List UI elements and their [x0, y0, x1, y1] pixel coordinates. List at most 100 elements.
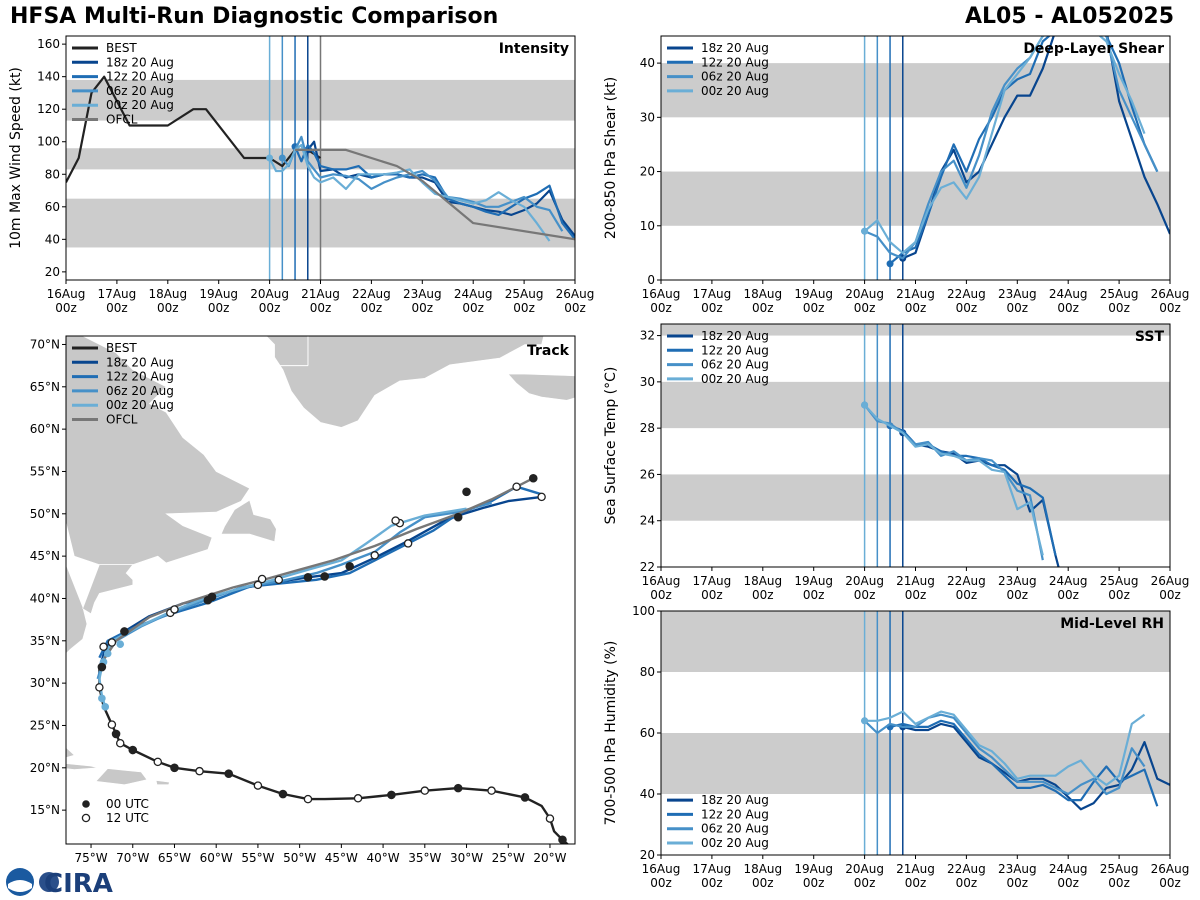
- rh-y-tick-label: 20: [640, 848, 655, 862]
- sst-panel-title: SST: [1135, 329, 1165, 345]
- track-forecast-point: [103, 649, 112, 658]
- track-00utc-marker: [462, 487, 471, 497]
- intensity-x-tick-sublabel: 00z: [310, 301, 332, 315]
- intensity-legend-label: 12z 20 Aug: [106, 70, 174, 84]
- track-00utc-marker: [128, 745, 138, 755]
- rh-series-line: [889, 719, 1159, 807]
- sst-x-tick-sublabel: 00z: [854, 588, 876, 602]
- intensity-x-tick-label: 24Aug: [454, 287, 493, 301]
- rh-x-tick-sublabel: 00z: [1007, 876, 1029, 890]
- intensity-x-tick-label: 22Aug: [352, 287, 391, 301]
- track-x-tick-label: 35°W: [408, 851, 441, 865]
- track-00utc-marker: [303, 573, 313, 582]
- noaa-cira-logo: CIRA: [6, 868, 113, 898]
- track-panel-title: Track: [527, 343, 570, 359]
- sst-panel: 22242628303216Aug00z17Aug00z18Aug00z19Au…: [603, 323, 1189, 602]
- rh-plot-area: [661, 611, 1170, 855]
- track-x-tick-label: 25°W: [492, 851, 525, 865]
- shear-legend-label: 18z 20 Aug: [701, 41, 769, 55]
- intensity-plot-area: [66, 36, 575, 280]
- shear-x-tick-sublabel: 00z: [905, 301, 927, 315]
- track-x-tick-label: 65°W: [158, 851, 191, 865]
- track-x-tick-label: 75°W: [74, 851, 107, 865]
- sst-y-tick-label: 30: [640, 375, 655, 389]
- rh-x-tick-label: 26Aug: [1151, 862, 1190, 876]
- shear-x-tick-label: 18Aug: [743, 287, 782, 301]
- shear-x-tick-label: 21Aug: [896, 287, 935, 301]
- sst-x-tick-sublabel: 00z: [1159, 588, 1181, 602]
- sst-x-tick-sublabel: 00z: [1108, 588, 1130, 602]
- track-forecast-point: [116, 640, 125, 648]
- rh-x-tick-sublabel: 00z: [752, 876, 774, 890]
- track-y-tick-label: 45°N: [30, 549, 60, 563]
- track-y-tick-label: 40°N: [30, 591, 60, 605]
- shear-series-line: [902, 36, 1170, 260]
- shear-y-axis-label: 200-850 hPa Shear (kt): [603, 77, 619, 239]
- page-title: HFSA Multi-Run Diagnostic Comparison: [10, 4, 499, 29]
- land-polygon: [95, 768, 148, 786]
- sst-x-tick-sublabel: 00z: [1007, 588, 1029, 602]
- track-12utc-marker: [391, 516, 400, 525]
- rh-x-tick-sublabel: 00z: [650, 876, 672, 890]
- intensity-legend-label: BEST: [106, 41, 137, 55]
- sst-x-tick-sublabel: 00z: [905, 588, 927, 602]
- rh-panel-title: Mid-Level RH: [1060, 616, 1164, 632]
- sst-x-tick-label: 19Aug: [794, 574, 833, 588]
- storm-id-label: AL05 - AL052025: [965, 4, 1174, 29]
- intensity-y-tick-label: 40: [45, 232, 60, 246]
- land-polygon: [220, 499, 277, 543]
- shear-panel: 01020304016Aug00z17Aug00z18Aug00z19Aug00…: [603, 35, 1189, 315]
- track-x-tick-label: 20°W: [533, 851, 566, 865]
- intensity-x-tick-label: 18Aug: [148, 287, 187, 301]
- shear-x-tick-sublabel: 00z: [1057, 301, 1079, 315]
- rh-x-tick-sublabel: 00z: [701, 876, 723, 890]
- shear-x-tick-sublabel: 00z: [803, 301, 825, 315]
- shear-series-line: [864, 36, 1159, 260]
- shear-plot-area: [661, 36, 1170, 280]
- track-y-tick-label: 70°N: [30, 337, 60, 351]
- rh-y-tick-label: 40: [640, 787, 655, 801]
- track-12utc-marker: [170, 605, 179, 614]
- legend-00utc-label: 00 UTC: [106, 797, 149, 811]
- track-legend-label: 06z 20 Aug: [106, 384, 174, 398]
- shear-y-tick-label: 40: [640, 56, 655, 70]
- rh-series-line: [902, 722, 1170, 811]
- sst-x-tick-label: 18Aug: [743, 574, 782, 588]
- track-y-tick-label: 35°N: [30, 634, 60, 648]
- land-polygon: [66, 564, 88, 654]
- track-00utc-marker: [528, 473, 538, 483]
- track-12utc-marker: [420, 786, 430, 795]
- sst-x-tick-label: 16Aug: [642, 574, 681, 588]
- shear-legend-label: 00z 20 Aug: [701, 84, 769, 98]
- sst-series-line: [863, 404, 1044, 556]
- intensity-x-tick-label: 20Aug: [250, 287, 289, 301]
- land-polygon: [574, 811, 575, 844]
- intensity-legend-label: 18z 20 Aug: [106, 55, 174, 69]
- rh-series-line: [863, 713, 1146, 796]
- track-12utc-marker: [153, 757, 163, 767]
- shear-x-tick-label: 17Aug: [693, 287, 732, 301]
- rh-x-tick-label: 20Aug: [845, 862, 884, 876]
- shear-x-tick-label: 23Aug: [998, 287, 1037, 301]
- shear-shaded-band: [661, 63, 1170, 118]
- track-12utc-marker: [512, 482, 521, 491]
- intensity-legend-label: 06z 20 Aug: [106, 84, 174, 98]
- rh-x-tick-label: 25Aug: [1100, 862, 1139, 876]
- sst-x-tick-label: 23Aug: [998, 574, 1037, 588]
- sst-x-tick-sublabel: 00z: [650, 588, 672, 602]
- track-legend-label: 12z 20 Aug: [106, 370, 174, 384]
- track-12utc-marker: [370, 551, 379, 560]
- rh-x-tick-label: 16Aug: [642, 862, 681, 876]
- land-polygon: [155, 780, 170, 785]
- shear-x-tick-sublabel: 00z: [854, 301, 876, 315]
- rh-x-tick-sublabel: 00z: [1108, 876, 1130, 890]
- track-y-tick-label: 30°N: [30, 676, 60, 690]
- track-x-tick-label: 45°W: [325, 851, 358, 865]
- shear-x-tick-sublabel: 00z: [650, 301, 672, 315]
- sst-x-tick-sublabel: 00z: [803, 588, 825, 602]
- legend-00utc-marker: [82, 800, 90, 808]
- shear-shaded-band: [661, 171, 1170, 226]
- sst-y-tick-label: 28: [640, 421, 655, 435]
- track-00utc-marker: [558, 835, 567, 844]
- intensity-x-tick-label: 17Aug: [98, 287, 137, 301]
